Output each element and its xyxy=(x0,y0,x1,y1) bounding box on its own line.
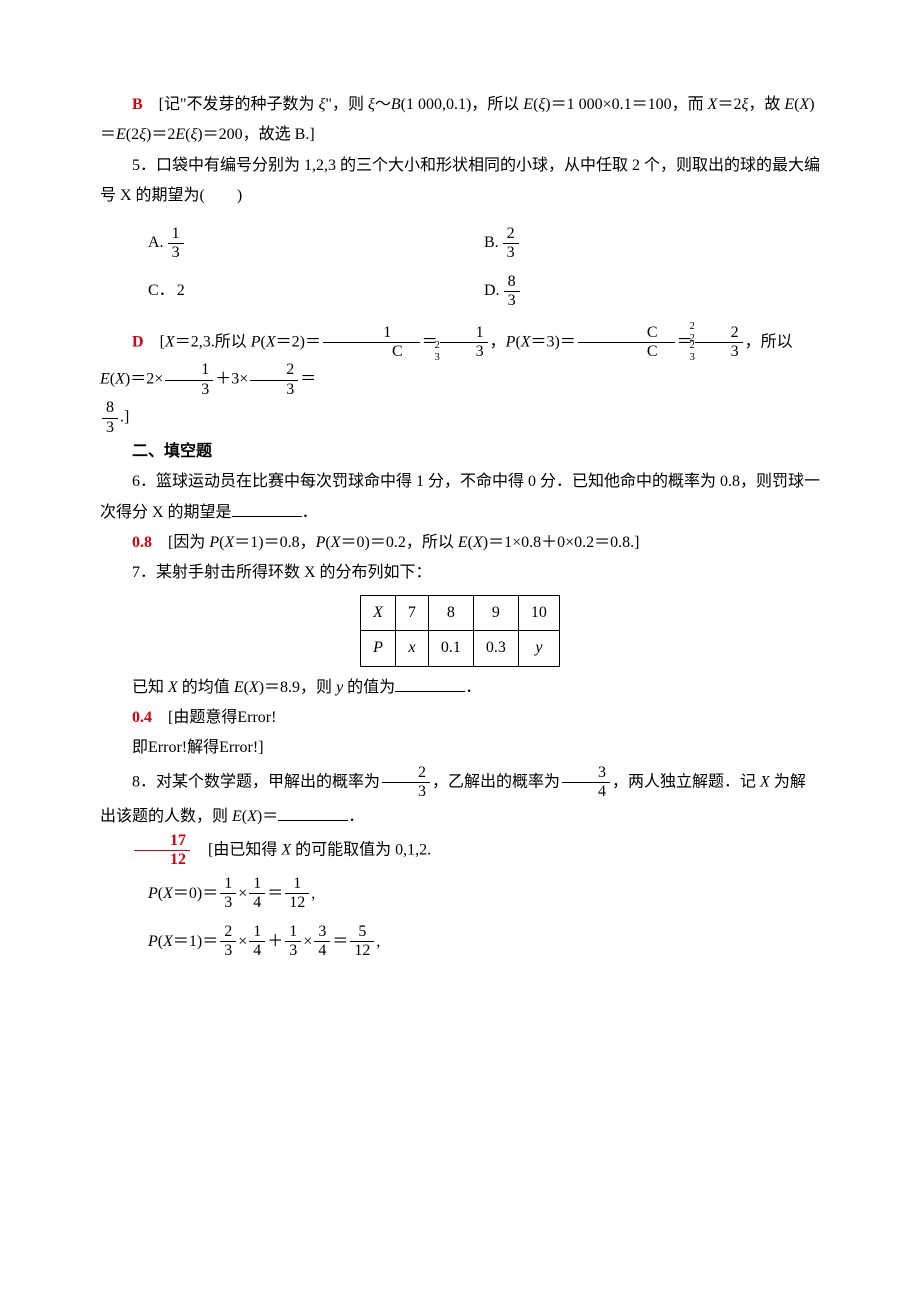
fraction: 83 xyxy=(504,273,520,311)
q7-sol-2e: ] xyxy=(258,739,263,756)
cell: 7 xyxy=(395,595,428,630)
table-row: X 7 8 9 10 xyxy=(361,595,560,630)
q5-stem: 5．口袋中有编号分别为 1,2,3 的三个大小和形状相同的小球，从中任取 2 个… xyxy=(100,151,820,212)
answer-4: B [记"不发芽的种子数为 ξ"，则 ξ～B(1 000,0.1)，所以 E(ξ… xyxy=(100,90,820,151)
q7-stem: 7．某射手射击所得环数 X 的分布列如下： xyxy=(100,558,820,588)
fraction: 13 xyxy=(168,225,184,263)
fraction: 23 xyxy=(250,361,298,399)
q8-px1: P(X＝1)＝23×14＋13×34＝512, xyxy=(100,918,820,966)
q5-options: A.13 B.23 C．2 D.83 xyxy=(100,220,820,316)
fraction: 34 xyxy=(562,764,610,802)
q8-stem: 8．对某个数学题，甲解出的概率为23，乙解出的概率为34，两人独立解题．记 X … xyxy=(100,764,820,832)
answer-4-text: [记"不发芽的种子数为 ξ"，则 ξ～B(1 000,0.1)，所以 E(ξ)＝… xyxy=(100,96,815,143)
q8-stem-d: ． xyxy=(348,808,364,825)
fraction: 512 xyxy=(350,923,374,961)
q8-sol-head: [由已知得 X 的可能取值为 0,1,2. xyxy=(192,842,431,859)
cell: X xyxy=(361,595,396,630)
q8-stem-a: 8．对某个数学题，甲解出的概率为 xyxy=(132,773,380,790)
q7-solution-2: 即Error!解得Error!] xyxy=(100,733,820,763)
blank xyxy=(395,675,465,692)
page: B [记"不发芽的种子数为 ξ"，则 ξ～B(1 000,0.1)，所以 E(ξ… xyxy=(0,0,920,1302)
q5-option-a: A.13 xyxy=(148,220,484,268)
fraction: 14 xyxy=(249,923,265,961)
answer-4-letter: B xyxy=(132,96,143,113)
cell: 8 xyxy=(428,595,473,630)
blank xyxy=(232,500,302,517)
fraction: 14 xyxy=(249,875,265,913)
q5-stem-text: 5．口袋中有编号分别为 1,2,3 的三个大小和形状相同的小球，从中任取 2 个… xyxy=(100,157,820,204)
q7-line2a: 已知 X 的均值 E(X)＝8.9，则 y 的值为 xyxy=(132,679,395,696)
option-c-value: 2 xyxy=(177,276,185,306)
table-row: P x 0.1 0.3 y xyxy=(361,631,560,666)
q6-stem: 6．篮球运动员在比赛中每次罚球命中得 1 分，不命中得 0 分．已知他命中的概率… xyxy=(100,467,820,528)
cell: 9 xyxy=(473,595,518,630)
section-2-heading: 二、填空题 xyxy=(100,437,820,467)
q5-sol-tail: .] xyxy=(120,409,129,426)
fraction: 13 xyxy=(285,923,301,961)
blank xyxy=(278,804,348,821)
error-text: Error! xyxy=(148,739,187,756)
q6-explain: [因为 P(X＝1)＝0.8，P(X＝0)＝0.2，所以 E(X)＝1×0.8＋… xyxy=(152,534,639,551)
q7-sol-2a: 即 xyxy=(132,739,148,756)
q5-option-d: D.83 xyxy=(484,268,820,316)
cell: P xyxy=(361,631,396,666)
cell: 10 xyxy=(518,595,559,630)
q8-px0: P(X＝0)＝13×14＝112, xyxy=(100,870,820,918)
option-label: C． xyxy=(148,276,175,306)
q7-line2: 已知 X 的均值 E(X)＝8.9，则 y 的值为 ． xyxy=(100,673,820,703)
q7-answer: 0.4 xyxy=(132,709,152,726)
q7-distribution-table: X 7 8 9 10 P x 0.1 0.3 y xyxy=(360,595,560,667)
q6-stem-text: 6．篮球运动员在比赛中每次罚球命中得 1 分，不命中得 0 分．已知他命中的概率… xyxy=(100,473,820,520)
q5-solution: D [X＝2,3.所以 P(X＝2)＝1C23＝13，P(X＝3)＝C22C23… xyxy=(100,324,820,400)
error-text: Error! xyxy=(237,709,276,726)
fraction: 13 xyxy=(165,361,213,399)
q7-sol-2c: 解得 xyxy=(187,739,219,756)
q5-answer-letter: D xyxy=(132,333,144,350)
q7-sol-1a: [由题意得 xyxy=(152,709,237,726)
cell: 0.1 xyxy=(428,631,473,666)
option-label: B. xyxy=(484,228,499,258)
q7-line2b: ． xyxy=(465,679,481,696)
q7-solution-1: 0.4 [由题意得Error! xyxy=(100,703,820,733)
fraction: C22C23 xyxy=(578,324,675,362)
option-label: D. xyxy=(484,276,500,306)
fraction: 34 xyxy=(314,923,330,961)
fraction: 13 xyxy=(440,324,488,362)
q8-answer: 1712 xyxy=(134,832,190,870)
fraction: 23 xyxy=(220,923,236,961)
cell: y xyxy=(518,631,559,666)
q6-solution: 0.8 [因为 P(X＝1)＝0.8，P(X＝0)＝0.2，所以 E(X)＝1×… xyxy=(100,528,820,558)
q6-tail: ． xyxy=(302,504,318,521)
fraction: 83 xyxy=(102,399,118,437)
fraction: 13 xyxy=(220,875,236,913)
q5-solution-tail: 83.] xyxy=(100,399,820,437)
fraction: 23 xyxy=(503,225,519,263)
cell: 0.3 xyxy=(473,631,518,666)
fraction: 23 xyxy=(382,764,430,802)
fraction: 112 xyxy=(285,875,309,913)
fraction: 23 xyxy=(695,324,743,362)
q5-option-c: C．2 xyxy=(148,268,484,316)
q5-option-b: B.23 xyxy=(484,220,820,268)
cell: x xyxy=(395,631,428,666)
q8-stem-b: ，乙解出的概率为 xyxy=(432,773,560,790)
option-label: A. xyxy=(148,228,164,258)
q6-answer: 0.8 xyxy=(132,534,152,551)
error-text: Error! xyxy=(219,739,258,756)
fraction: 1C23 xyxy=(323,324,420,362)
q8-answer-line: 1712 [由已知得 X 的可能取值为 0,1,2. xyxy=(100,832,820,870)
